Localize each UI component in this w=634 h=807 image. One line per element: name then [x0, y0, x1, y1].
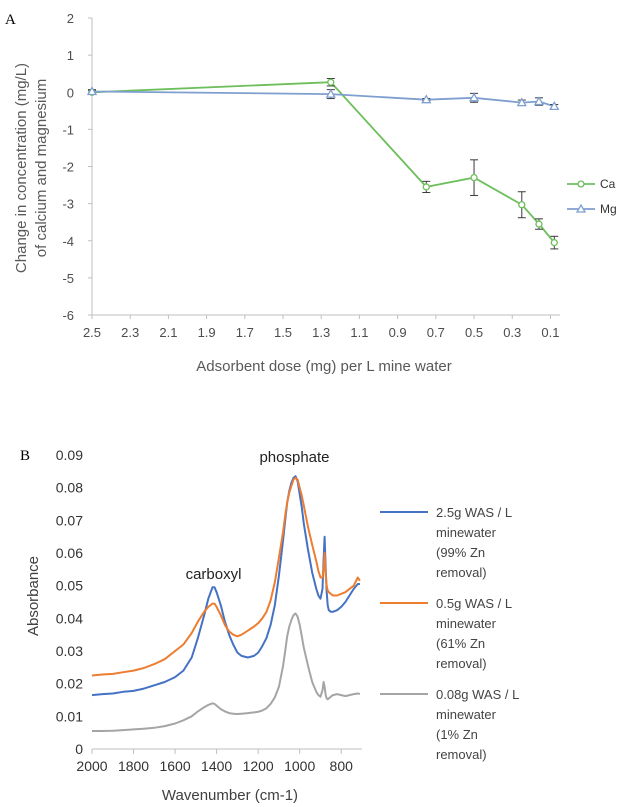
spectrum-line-1	[91, 476, 361, 677]
spectrum-line-2	[92, 612, 361, 732]
chart-a-y-tick-label: -4	[62, 234, 74, 249]
legend-label-line: removal)	[436, 565, 487, 580]
chart-a-x-tick-label: 2.5	[83, 325, 101, 340]
chart-b-y-tick-label: 0.04	[56, 610, 83, 626]
data-point-ca	[327, 78, 335, 86]
chart-b-x-tick-label: 2000	[76, 758, 107, 774]
legend-label-line: (61% Zn	[436, 636, 485, 651]
chart-b-x-tick-label: 1800	[118, 758, 149, 774]
data-point-mg	[533, 96, 545, 106]
chart-b-y-tick-label: 0.01	[56, 708, 83, 724]
chart-b-xlabel: Wavenumber (cm-1)	[162, 787, 298, 804]
chart-a-x-tick-label: 0.5	[465, 325, 483, 340]
legend-label-line: minewater	[436, 616, 497, 631]
chart-b-ylabel: Absorbance	[25, 556, 42, 636]
legend-label-mg: Mg	[600, 202, 617, 216]
legend-label-line: (1% Zn	[436, 727, 478, 742]
chart-a-x-tick-label: 2.1	[159, 325, 177, 340]
legend-marker-ca	[577, 180, 585, 188]
chart-b-x-tick-label: 800	[330, 758, 354, 774]
chart-a: A Change in concentration (mg/L) of calc…	[5, 11, 617, 375]
chart-a-x-tick-label: 0.1	[541, 325, 559, 340]
chart-a-x-tick-label: 2.3	[121, 325, 139, 340]
legend-label-line: minewater	[436, 525, 497, 540]
chart-a-x-tick-label: 0.3	[503, 325, 521, 340]
chart-a-y-tick-label: -5	[62, 271, 74, 286]
chart-b-y-tick-label: 0.09	[56, 447, 83, 463]
legend-label-line: removal)	[436, 747, 487, 762]
chart-b: B Absorbance Wavenumber (cm-1) 0.09 0.08 0…	[20, 447, 519, 804]
legend-marker-mg	[575, 203, 587, 213]
legend-label-line: 0.5g WAS / L	[436, 596, 512, 611]
chart-a-y-tick-label: -1	[62, 122, 74, 137]
data-point-mg	[549, 101, 560, 111]
chart-b-x-tick-label: 1400	[201, 758, 232, 774]
chart-b-y-tick-label: 0.06	[56, 545, 83, 561]
chart-a-x-tick-label: 1.9	[198, 325, 216, 340]
series-line-ca	[91, 81, 555, 244]
data-point-mg	[468, 92, 480, 102]
data-point-ca	[518, 201, 526, 209]
data-point-mg	[86, 86, 98, 96]
chart-a-y-tick-label: 2	[67, 11, 74, 26]
chart-a-ylabel-line2: of calcium and magnesium	[33, 79, 50, 257]
chart-a-x-tick-label: 1.1	[350, 325, 368, 340]
data-point-ca	[550, 238, 558, 247]
legend-label-line: 0.08g WAS / L	[436, 687, 519, 702]
chart-a-x-tick-label: 0.7	[427, 325, 445, 340]
chart-a-ylabel-line1: Change in concentration (mg/L)	[13, 63, 30, 273]
data-point-mg	[516, 97, 527, 107]
chart-a-xlabel: Adsorbent dose (mg) per L mine water	[196, 358, 451, 375]
chart-b-y-tick-label: 0.05	[56, 578, 83, 594]
chart-b-y-tick-label: 0.07	[56, 512, 83, 528]
annotation-phosphate: phosphate	[259, 449, 329, 466]
legend-label-line: 2.5g WAS / L	[436, 505, 512, 520]
chart-a-y-tick-label: -3	[62, 197, 74, 212]
chart-b-y-tick-label: 0.02	[56, 676, 83, 692]
series-line-mg	[91, 90, 555, 108]
data-point-ca	[422, 183, 430, 191]
chart-a-y-tick-label: -6	[62, 308, 74, 323]
data-point-ca	[470, 173, 478, 182]
legend-label-line: removal)	[436, 656, 487, 671]
spectrum-line-0	[91, 475, 360, 697]
chart-a-y-tick-label: 1	[67, 48, 74, 63]
legend-label-ca: Ca	[600, 177, 616, 191]
panel-label-b: B	[20, 448, 30, 464]
chart-a-y-tick-label: 0	[67, 85, 74, 100]
chart-b-x-tick-label: 1000	[284, 758, 315, 774]
chart-a-x-tick-label: 1.5	[274, 325, 292, 340]
chart-b-x-tick-label: 1600	[159, 758, 190, 774]
chart-a-y-tick-label: -2	[62, 160, 74, 175]
data-point-mg	[421, 94, 432, 104]
annotation-carboxyl: carboxyl	[186, 566, 242, 583]
legend-label-line: minewater	[436, 707, 497, 722]
panel-label-a: A	[5, 12, 16, 28]
data-point-mg	[325, 88, 336, 98]
chart-a-x-tick-label: 0.9	[389, 325, 407, 340]
chart-b-y-tick-label: 0.03	[56, 643, 83, 659]
data-point-ca	[535, 220, 543, 228]
chart-b-x-tick-label: 1200	[243, 758, 274, 774]
chart-a-x-tick-label: 1.7	[236, 325, 254, 340]
chart-b-y-tick-label: 0.08	[56, 480, 83, 496]
legend-label-line: (99% Zn	[436, 545, 485, 560]
chart-b-y-tick-label: 0	[75, 741, 83, 757]
chart-a-x-tick-label: 1.3	[312, 325, 330, 340]
